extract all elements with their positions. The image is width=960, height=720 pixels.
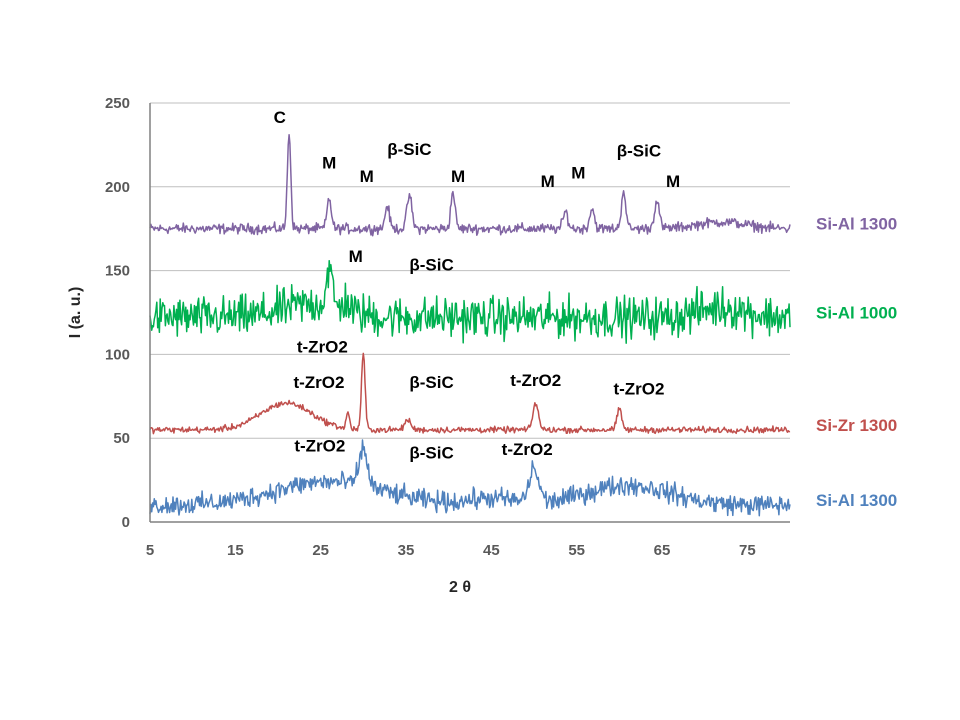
legend-label-3: Si-Al 1300 bbox=[816, 491, 897, 510]
series-line-3 bbox=[149, 439, 791, 517]
peak-label: M bbox=[322, 153, 336, 172]
legend-label-1: Si-Al 1000 bbox=[816, 304, 897, 323]
x-tick-label: 25 bbox=[312, 542, 329, 559]
peak-label: β-SiC bbox=[409, 443, 453, 462]
peak-label: M bbox=[541, 172, 555, 191]
legend-label-0: Si-Al 1300 bbox=[816, 215, 897, 234]
x-axis-title: 2 θ bbox=[449, 579, 471, 596]
x-tick-label: 5 bbox=[146, 542, 154, 559]
peak-label: C bbox=[274, 108, 286, 127]
peak-label: β-SiC bbox=[387, 140, 431, 159]
peak-label: M bbox=[360, 167, 374, 186]
peak-label: β-SiC bbox=[617, 142, 661, 161]
series-layer bbox=[149, 133, 791, 517]
y-axis-title: I (a. u.) bbox=[67, 287, 84, 339]
legend-label-2: Si-Zr 1300 bbox=[816, 416, 897, 435]
peak-label: M bbox=[571, 163, 585, 182]
peak-label: t-ZrO2 bbox=[297, 338, 348, 357]
peak-label: t-ZrO2 bbox=[613, 380, 664, 399]
x-tick-label: 65 bbox=[654, 542, 671, 559]
y-tick-label: 50 bbox=[113, 430, 130, 447]
x-tick-label: 15 bbox=[227, 542, 244, 559]
y-tick-label: 100 bbox=[105, 346, 130, 363]
x-tick-label: 75 bbox=[739, 542, 756, 559]
axes bbox=[149, 103, 790, 523]
y-tick-label: 150 bbox=[105, 263, 130, 280]
y-tick-label: 200 bbox=[105, 179, 130, 196]
peak-label: β-SiC bbox=[409, 373, 453, 392]
peak-label: t-ZrO2 bbox=[293, 373, 344, 392]
peak-label: t-ZrO2 bbox=[510, 371, 561, 390]
series-line-0 bbox=[149, 133, 791, 237]
gridlines bbox=[150, 102, 790, 439]
peak-label: M bbox=[349, 247, 363, 266]
series-line-1 bbox=[149, 259, 791, 344]
peak-label: M bbox=[666, 172, 680, 191]
peak-label: β-SiC bbox=[409, 256, 453, 275]
y-tick-label: 0 bbox=[122, 514, 130, 531]
y-tick-label: 250 bbox=[105, 95, 130, 112]
tick-labels: 0 50 100 150 200 250 5 15 25 35 45 55 65 75 bbox=[105, 95, 756, 559]
x-tick-label: 35 bbox=[398, 542, 415, 559]
peak-label: t-ZrO2 bbox=[294, 437, 345, 456]
series-line-2 bbox=[149, 352, 791, 435]
legend: Si-Al 1300 Si-Al 1000 Si-Zr 1300 Si-Al 1300 bbox=[816, 215, 897, 511]
x-tick-label: 45 bbox=[483, 542, 500, 559]
x-tick-label: 55 bbox=[568, 542, 585, 559]
peak-label: M bbox=[451, 167, 465, 186]
peak-label: t-ZrO2 bbox=[502, 440, 553, 459]
